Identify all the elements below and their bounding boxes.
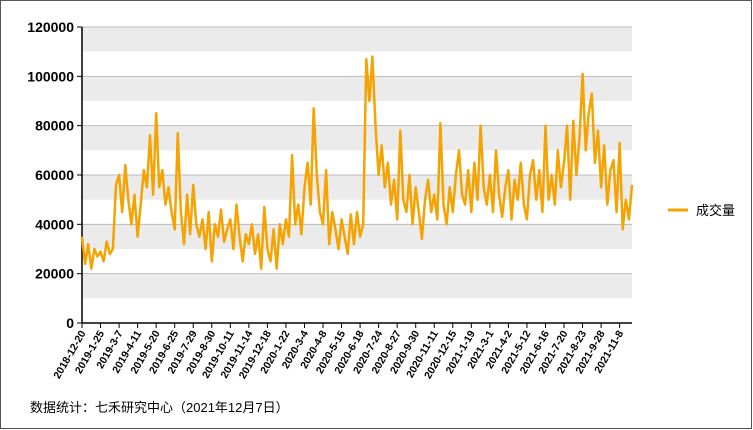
y-tick-label: 120000	[27, 19, 74, 35]
y-tick-label: 60000	[35, 167, 74, 183]
y-tick-label: 40000	[35, 216, 74, 232]
grid-band	[82, 224, 632, 249]
y-tick-label: 0	[66, 315, 74, 331]
legend-label: 成交量	[696, 203, 735, 218]
source-note: 数据统计：七禾研究中心（2021年12月7日）	[30, 400, 289, 415]
grid-band	[82, 273, 632, 299]
y-tick-label: 20000	[35, 266, 74, 282]
grid-band	[82, 27, 632, 52]
grid-band	[82, 76, 632, 101]
y-tick-label: 80000	[35, 118, 74, 134]
y-tick-label: 100000	[27, 68, 74, 84]
line-series	[80, 55, 634, 270]
grid-band	[82, 125, 632, 151]
